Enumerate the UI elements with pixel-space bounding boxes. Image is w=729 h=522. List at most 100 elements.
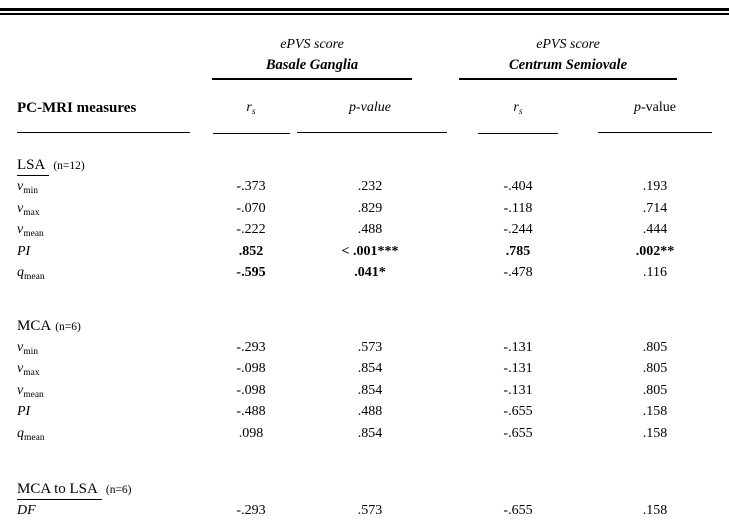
p-label: p: [349, 99, 356, 115]
cell-p-bg: .488: [357, 222, 383, 237]
cell-rs-bg: .098: [238, 425, 264, 441]
spanner-header-row: ePVS score Basale Ganglia ePVS score Cen…: [17, 35, 729, 80]
table-content: ePVS score Basale Ganglia ePVS score Cen…: [0, 35, 729, 522]
label-subscript: max: [23, 368, 40, 378]
cell-rs-cs: -.131: [503, 382, 533, 398]
measures-label: PC-MRI measures: [17, 99, 137, 116]
cell-p-bg: .573: [357, 503, 383, 518]
section-label-cell: LSA (n=12): [17, 154, 205, 177]
spanner-basale-ganglia: ePVS score Basale Ganglia: [205, 35, 443, 80]
rs-subscript: s: [251, 106, 256, 117]
cell-rs-cs: -.118: [503, 200, 533, 216]
table-row-vmin: vmin -.373 .232 -.404 .193: [17, 177, 729, 199]
cell-p-cs: .805: [642, 361, 668, 376]
label-base: v: [17, 382, 24, 398]
row-label: vmean: [17, 381, 205, 403]
table-row-pi: PI -.488 .488 -.655 .158: [17, 402, 729, 424]
row-label: vmax: [17, 359, 205, 381]
cell-p-cs: .805: [642, 339, 668, 355]
row-label: qmean: [17, 263, 205, 285]
cell-rs-bg: -.222: [236, 222, 266, 237]
top-double-rule: [0, 8, 729, 15]
cell-rs-cs: -.655: [503, 404, 533, 419]
table-row-qmean: qmean .098 .854 -.655 .158: [17, 424, 729, 446]
section-header-mca-to-lsa: MCA to LSA (n=6): [17, 478, 729, 501]
label-base: DF: [17, 503, 36, 518]
cell-p-bg: .854: [357, 361, 383, 376]
rs-subscript: s: [518, 106, 523, 117]
cell-rs-cs: -.655: [503, 503, 533, 518]
spanner-line1: ePVS score: [536, 36, 600, 52]
cell-p-bg: < .001***: [341, 243, 399, 259]
p-label: p: [634, 99, 641, 115]
spanner-spacer: [17, 35, 205, 80]
cell-p-bg: .573: [357, 339, 383, 355]
cell-p-cs: .158: [642, 503, 668, 518]
label-base: v: [17, 361, 24, 376]
spanner-centrum-semiovale: ePVS score Centrum Semiovale: [443, 35, 717, 80]
value-label: -value: [356, 99, 391, 115]
row-label: DF: [17, 501, 205, 522]
cell-rs-cs: -.244: [503, 222, 533, 237]
table-row-vmax: vmax -.098 .854 -.131 .805: [17, 359, 729, 381]
spanner-underline: [459, 77, 677, 80]
label-base: v: [17, 179, 24, 194]
label-base: q: [17, 425, 24, 441]
section-n: (n=6): [105, 484, 132, 496]
label-base: PI: [17, 404, 31, 419]
cell-rs-cs: -.131: [503, 339, 533, 355]
label-base: v: [17, 200, 24, 216]
label-base: v: [17, 222, 24, 237]
col-header-pvalue-cs: p-value: [593, 99, 717, 135]
label-subscript: mean: [24, 432, 45, 443]
cell-rs-bg: -.293: [236, 339, 266, 355]
table-row-vmean: vmean -.098 .854 -.131 .805: [17, 381, 729, 403]
col-header-rs-bg: rs: [205, 99, 297, 134]
cell-rs-bg: -.488: [236, 404, 266, 419]
cell-rs-bg: .852: [238, 243, 264, 259]
table-row-vmax: vmax -.070 .829 -.118 .714: [17, 199, 729, 221]
label-base: PI: [17, 243, 31, 259]
label-subscript: max: [23, 207, 40, 218]
spanner-line1: ePVS score: [280, 36, 344, 52]
cell-p-bg: .829: [357, 200, 383, 216]
table-row-pi: PI .852 < .001*** .785 .002**: [17, 242, 729, 264]
cell-p-cs: .805: [642, 382, 668, 398]
section-header-lsa: LSA (n=12): [17, 154, 729, 177]
cell-rs-cs: -.131: [503, 361, 533, 376]
spanner-underline: [212, 77, 412, 80]
value-label: -value: [641, 99, 676, 115]
row-label: PI: [17, 402, 205, 424]
cell-rs-bg: -.098: [236, 361, 266, 376]
column-header-row: PC-MRI measures rs p-value rs p-value: [17, 99, 729, 135]
cell-rs-bg: -.595: [236, 265, 266, 280]
section-n: (n=6): [55, 320, 81, 333]
top-rule-thick: [0, 8, 729, 11]
row-label: vmin: [17, 177, 205, 199]
row-label: vmin: [17, 338, 205, 360]
header-underline: [17, 131, 190, 133]
label-subscript: mean: [24, 272, 45, 282]
cell-rs-bg: -.070: [236, 200, 266, 216]
cell-rs-bg: -.098: [236, 382, 266, 398]
cell-p-bg: .854: [357, 425, 383, 441]
row-label: vmax: [17, 199, 205, 221]
label-base: q: [17, 265, 24, 280]
table-row-vmin: vmin -.293 .573 -.131 .805: [17, 338, 729, 360]
top-rule-thin: [0, 13, 729, 15]
col-header-pvalue-bg: p-value: [297, 99, 447, 135]
header-underline: [212, 132, 290, 134]
table-row-qmean: qmean -.595 .041* -.478 .116: [17, 263, 729, 285]
section-n: (n=12): [53, 160, 85, 172]
section-title: MCA: [17, 317, 52, 334]
rs-label: r: [513, 99, 519, 115]
rs-label: r: [246, 99, 252, 115]
section-label-cell: MCA to LSA (n=6): [17, 478, 205, 501]
header-underline: [598, 131, 712, 133]
cell-p-bg: .232: [357, 179, 383, 194]
cell-p-cs: .158: [642, 404, 668, 419]
spanner-line2: Basale Ganglia: [265, 56, 359, 73]
cell-rs-bg: -.373: [236, 179, 266, 194]
cell-p-bg: .854: [357, 382, 383, 398]
